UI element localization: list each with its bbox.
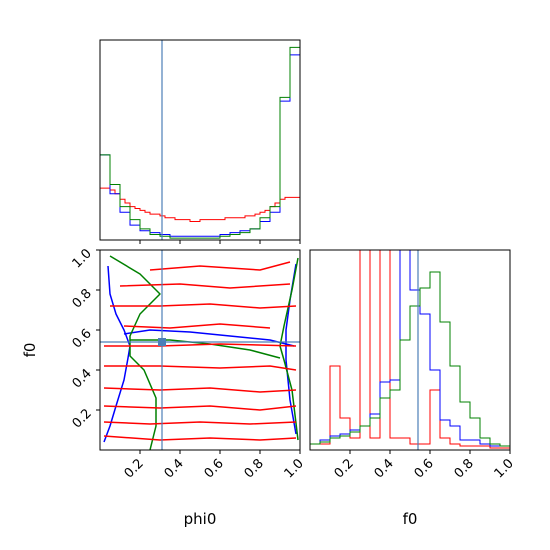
joint-contour-6 xyxy=(103,435,297,441)
f0-x-tick-label: 0.2 xyxy=(332,456,357,481)
joint-contour-8 xyxy=(103,405,297,411)
f0-x-tick-label: 0.8 xyxy=(452,456,477,481)
joint-y-tick-label: 0.2 xyxy=(70,406,95,431)
phi0-marginal-panel xyxy=(99,39,301,244)
phi0-marginal-frame xyxy=(99,39,301,241)
f0-histogram-series-2 xyxy=(310,271,510,450)
joint-x-tick-label: 1.0 xyxy=(282,456,307,481)
joint-y-tick-label: 0.4 xyxy=(70,366,95,391)
joint-contour-4 xyxy=(279,257,299,441)
joint-contour-group xyxy=(103,255,299,450)
joint-contour-2 xyxy=(123,329,295,347)
joint-y-tick-label: 0.8 xyxy=(70,286,95,311)
f0-x-tick-label: 0.6 xyxy=(412,456,437,481)
joint-contour-7 xyxy=(103,421,297,425)
joint-x-tick-label: 0.6 xyxy=(202,456,227,481)
phi0-histogram-series-1 xyxy=(100,54,300,237)
f0-marginal-panel: 0.2 0.4 0.6 0.8 1.0 xyxy=(309,249,517,481)
f0-histogram-series-0 xyxy=(310,250,510,450)
joint-y-tick-label: 1.0 xyxy=(70,246,95,271)
joint-contour-14 xyxy=(119,283,291,289)
joint-x-tick-label: 0.8 xyxy=(242,456,267,481)
joint-x-tick-label: 0.2 xyxy=(122,456,147,481)
f0-x-tick-label: 1.0 xyxy=(492,456,517,481)
f0-marginal-frame xyxy=(309,249,511,451)
joint-contour-12 xyxy=(123,323,271,329)
joint-x-tick-label: 0.4 xyxy=(162,456,187,481)
y-axis-label-f0: f0 xyxy=(21,343,39,358)
f0-x-tick-label: 0.4 xyxy=(372,456,397,481)
joint-contour-9 xyxy=(103,387,297,393)
joint-contour-15 xyxy=(149,261,291,271)
joint-y-tick-label: 0.6 xyxy=(70,326,95,351)
f0-histogram-series-1 xyxy=(310,250,510,450)
joint-contour-10 xyxy=(104,365,297,371)
phi0-f0-joint-panel: 0.2 0.4 0.6 0.8 1.0 0.2 0.4 0.6 0.8 1.0 xyxy=(70,246,307,481)
joint-contour-5 xyxy=(130,339,281,359)
f0-histogram-group xyxy=(310,250,510,450)
joint-frame xyxy=(99,249,301,451)
joint-truth-marker xyxy=(158,338,166,346)
phi0-histogram-series-0 xyxy=(100,187,300,222)
x-axis-label-f0: f0 xyxy=(403,510,418,528)
x-axis-label-phi0: phi0 xyxy=(184,510,217,528)
joint-contour-13 xyxy=(110,303,297,309)
joint-contour-0 xyxy=(103,265,131,443)
joint-contour-11 xyxy=(104,343,297,347)
phi0-histogram-series-2 xyxy=(100,46,300,239)
